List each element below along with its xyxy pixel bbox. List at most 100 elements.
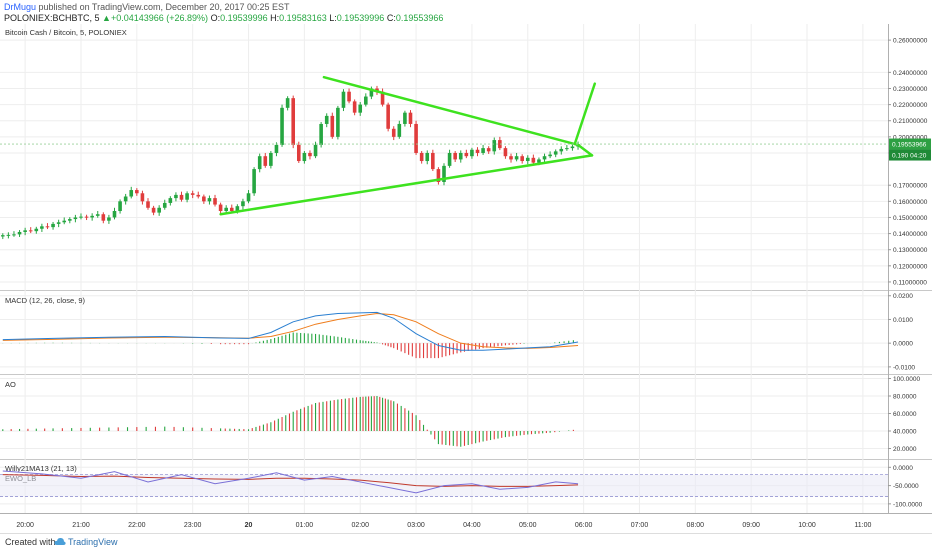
ohlc-line: POLONIEX:BCHBTC, 5 ▲+0.04143966 (+26.89%…	[4, 13, 444, 23]
y-tick-label: 0.16000000	[893, 199, 928, 206]
candle-body	[129, 190, 134, 197]
candle-body	[330, 115, 335, 137]
candle-body	[531, 157, 536, 163]
candle-body	[553, 151, 558, 155]
upper-trendline	[322, 75, 580, 147]
y-tick-label: 0.13000000	[893, 247, 928, 254]
y-tick-label: 0.0000	[893, 341, 913, 348]
candle-body	[565, 148, 569, 150]
candle-body	[475, 149, 480, 153]
candle-body	[107, 217, 111, 221]
y-tick-label: 0.11000000	[893, 279, 927, 286]
chart-canvas[interactable]: 20:00 21:00 22:00 23:00 20 01:00 02:00 03:00 04:…	[0, 24, 932, 533]
candle-body	[162, 202, 167, 208]
price-pane-title: Bitcoin Cash / Bitcoin, 5, POLONIEX	[5, 28, 127, 37]
candle-body	[324, 115, 329, 124]
candle-body	[486, 148, 491, 152]
macd-title: MACD (12, 26, close, 9)	[5, 296, 86, 305]
candle-body	[68, 219, 72, 221]
candle-body	[397, 123, 402, 137]
tradingview-brand[interactable]: TradingView	[68, 537, 118, 547]
x-tick-label: 20	[245, 522, 253, 529]
candle-body	[291, 98, 296, 145]
last-price-label: 0.19553966	[892, 142, 927, 149]
candle-body	[447, 152, 452, 166]
candle-body	[190, 193, 195, 195]
candle-body	[185, 193, 189, 200]
candle-body	[414, 123, 418, 153]
candle-body	[73, 217, 78, 220]
candle-body	[157, 207, 161, 213]
candle-body	[168, 198, 173, 203]
candle-body	[464, 152, 469, 157]
close-value: 0.19553966	[395, 13, 444, 23]
candle-body	[224, 207, 228, 212]
candle-body	[207, 198, 212, 202]
candle-body	[246, 193, 251, 202]
y-tick-label: 0.21000000	[893, 118, 928, 125]
candle-body	[263, 156, 268, 166]
y-tick-label: 60.0000	[893, 411, 917, 418]
x-tick-label: 23:00	[184, 522, 202, 529]
x-tick-label: 20:00	[16, 522, 34, 529]
x-tick-label: 07:00	[631, 522, 649, 529]
candle-body	[425, 152, 430, 162]
y-tick-label: -100.0000	[893, 501, 923, 508]
candle-body	[559, 148, 564, 152]
candle-body	[296, 144, 301, 162]
candle-body	[218, 204, 223, 212]
y-tick-label: 0.0100	[893, 317, 913, 324]
high-value: 0.19583163	[279, 13, 327, 23]
x-tick-label: 09:00	[742, 522, 760, 529]
created-with-text: Created with	[5, 537, 56, 547]
candle-body	[213, 198, 217, 205]
candle-body	[6, 234, 11, 236]
x-tick-label: 08:00	[687, 522, 705, 529]
countdown-badge	[889, 149, 931, 161]
willy-line	[2, 470, 579, 494]
countdown-label: 0.190 04:20	[892, 153, 927, 160]
x-tick-label: 04:00	[463, 522, 481, 529]
candle-body	[514, 156, 519, 160]
candle-body	[123, 196, 128, 202]
candle-body	[570, 146, 575, 149]
willy-title: Willy21MA13 (21, 13)	[5, 464, 77, 473]
candle-body	[352, 101, 357, 113]
candle-body	[408, 112, 413, 124]
y-tick-label: 0.22000000	[893, 102, 928, 109]
candle-body	[84, 216, 89, 218]
y-tick-label: 80.0000	[893, 394, 917, 401]
change-up-icon: ▲	[102, 13, 111, 23]
candle-body	[369, 88, 374, 97]
change-value: +0.04143966 (+26.89%)	[110, 13, 209, 23]
last-price-badge	[889, 138, 931, 150]
y-tick-label: -50.0000	[893, 483, 919, 490]
candle-body	[146, 201, 150, 208]
author-link[interactable]: DrMugu	[4, 2, 37, 12]
symbol-label: POLONIEX:BCHBTC, 5	[4, 13, 100, 23]
candle-body	[45, 226, 50, 228]
y-tick-label: 0.17000000	[893, 183, 928, 190]
x-tick-label: 05:00	[519, 522, 537, 529]
x-tick-label: 06:00	[575, 522, 593, 529]
x-tick-label: 22:00	[128, 522, 146, 529]
candle-body	[269, 152, 273, 166]
candle-body	[436, 169, 441, 182]
candle-body	[28, 230, 33, 232]
candle-body	[442, 165, 446, 182]
candle-body	[525, 157, 530, 162]
candle-body	[112, 211, 117, 218]
candle-body	[235, 206, 240, 212]
candle-body	[17, 231, 22, 235]
candle-body	[542, 156, 547, 160]
candle-body	[302, 152, 307, 162]
x-tick-label: 02:00	[351, 522, 369, 529]
candle-body	[56, 222, 61, 224]
candle-body	[537, 159, 541, 163]
candle-body	[229, 207, 234, 212]
candle-body	[118, 201, 122, 212]
candle-body	[174, 194, 178, 199]
pane-3-area	[0, 375, 888, 459]
tradingview-cloud-icon	[54, 537, 66, 545]
pane-2-area	[0, 291, 888, 374]
